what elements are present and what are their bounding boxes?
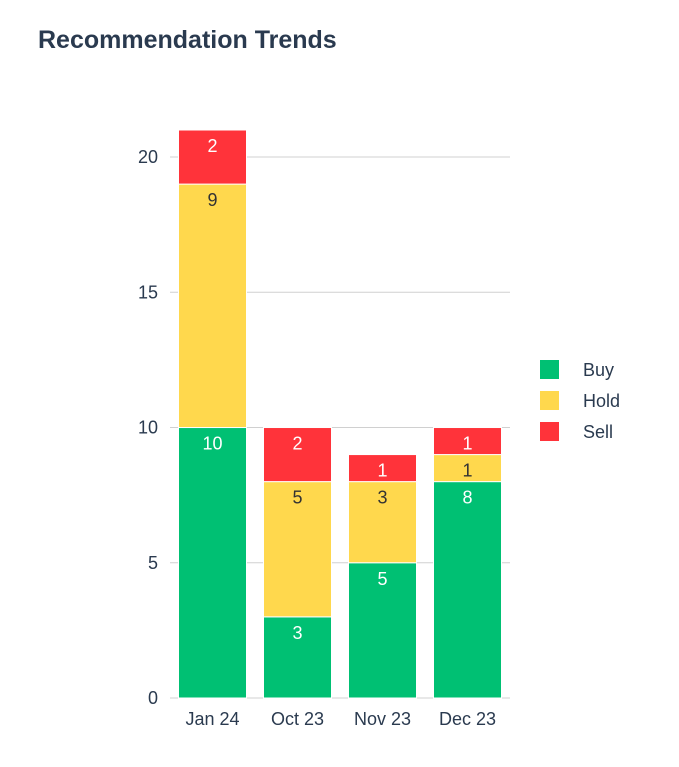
legend: Buy Hold Sell: [540, 360, 620, 442]
data-label-sell: 1: [462, 434, 472, 454]
data-label-sell: 1: [377, 461, 387, 481]
data-label-hold: 1: [462, 461, 472, 481]
y-tick-label: 0: [148, 688, 158, 708]
data-label-buy: 3: [292, 623, 302, 643]
legend-swatch-hold: [540, 391, 559, 410]
data-label-hold: 3: [377, 488, 387, 508]
y-tick-label: 20: [138, 147, 158, 167]
data-label-buy: 5: [377, 569, 387, 589]
y-tick-label: 10: [138, 418, 158, 438]
bar-segment-hold[interactable]: [263, 481, 332, 618]
bar-segment-buy[interactable]: [433, 481, 502, 699]
legend-label-hold[interactable]: Hold: [583, 391, 620, 411]
bar-segment-hold[interactable]: [178, 183, 247, 429]
data-label-buy: 10: [202, 434, 222, 454]
legend-label-sell[interactable]: Sell: [583, 422, 613, 442]
bar-segment-sell[interactable]: [178, 129, 247, 185]
x-tick-label: Nov 23: [354, 709, 411, 729]
data-labels: 10 9 2 3 5 2 5 3 1 8 1 1: [202, 136, 472, 643]
legend-swatch-buy: [540, 360, 559, 379]
y-tick-label: 15: [138, 282, 158, 302]
data-label-sell: 2: [292, 434, 302, 454]
bar-segment-buy[interactable]: [178, 427, 247, 699]
legend-label-buy[interactable]: Buy: [583, 360, 614, 380]
data-label-hold: 9: [207, 190, 217, 210]
bars: [178, 129, 502, 699]
data-label-hold: 5: [292, 488, 302, 508]
x-tick-label: Oct 23: [271, 709, 324, 729]
x-tick-label: Jan 24: [185, 709, 239, 729]
legend-swatch-sell: [540, 422, 559, 441]
bar-segment-sell[interactable]: [263, 427, 332, 483]
bar-segment-buy[interactable]: [263, 616, 332, 699]
bar-segment-sell[interactable]: [433, 427, 502, 456]
data-label-buy: 8: [462, 488, 472, 508]
y-tick-label: 5: [148, 553, 158, 573]
chart-title: Recommendation Trends: [38, 26, 337, 54]
data-label-sell: 2: [207, 136, 217, 156]
bar-segment-hold[interactable]: [433, 454, 502, 483]
bar-segment-sell[interactable]: [348, 454, 417, 483]
bar-segment-buy[interactable]: [348, 562, 417, 699]
x-tick-label: Dec 23: [439, 709, 496, 729]
